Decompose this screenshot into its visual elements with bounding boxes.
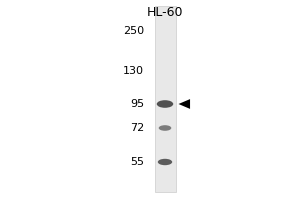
Bar xyxy=(154,6,176,192)
Ellipse shape xyxy=(159,125,171,131)
Text: HL-60: HL-60 xyxy=(147,6,183,20)
Polygon shape xyxy=(178,99,190,109)
Text: 130: 130 xyxy=(123,66,144,76)
Text: 72: 72 xyxy=(130,123,144,133)
Text: 95: 95 xyxy=(130,99,144,109)
Text: 250: 250 xyxy=(123,26,144,36)
Ellipse shape xyxy=(158,159,172,165)
Text: 55: 55 xyxy=(130,157,144,167)
Ellipse shape xyxy=(157,100,173,108)
